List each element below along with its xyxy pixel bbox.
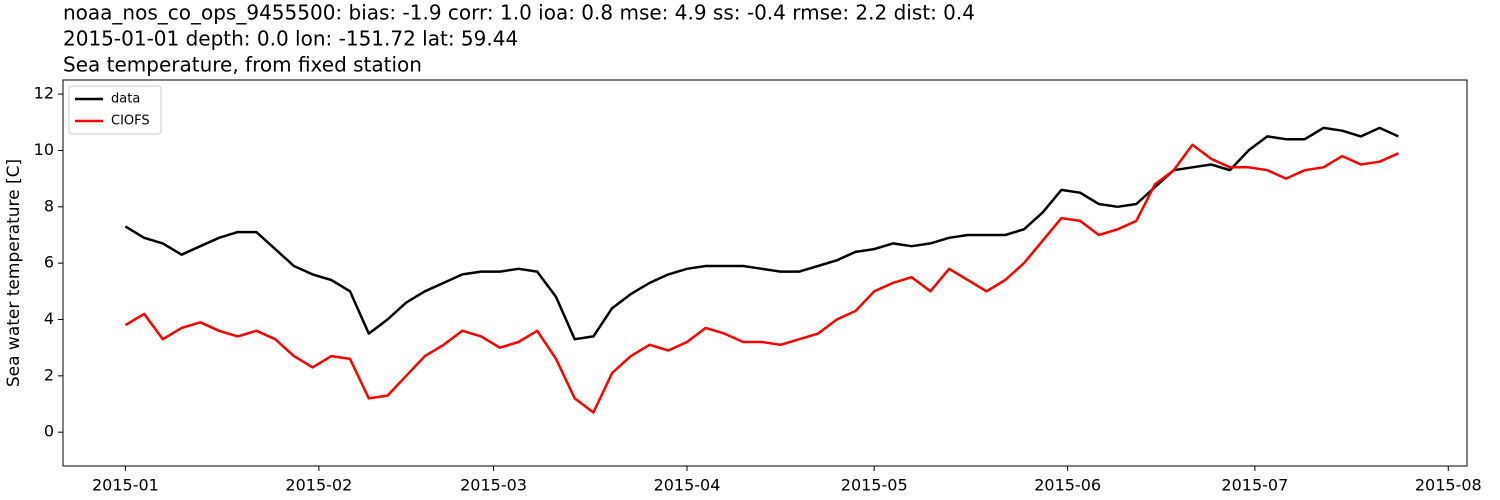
y-tick-label: 4 — [44, 309, 54, 328]
x-tick-label: 2015-06 — [1034, 476, 1101, 495]
x-tick-label: 2015-04 — [654, 476, 721, 495]
plot-frame — [62, 79, 1468, 467]
legend-label: CIOFS — [111, 114, 150, 129]
x-tick-label: 2015-08 — [1415, 476, 1482, 495]
data-line — [124, 143, 1399, 414]
chart-subtitle: 2015-01-01 depth: 0.0 lon: -151.72 lat: … — [63, 27, 518, 51]
data-line — [124, 126, 1399, 341]
y-axis-label: Sea water temperature [C] — [4, 159, 24, 387]
x-tick-label: 2015-05 — [841, 476, 908, 495]
legend-label: data — [111, 92, 140, 107]
y-tick-label: 2 — [44, 365, 54, 384]
y-tick-label: 10 — [34, 140, 54, 159]
y-tick-label: 0 — [44, 422, 54, 441]
x-tick-label: 2015-01 — [92, 476, 159, 495]
chart-subtitle: Sea temperature, from fixed station — [63, 53, 422, 77]
x-tick-label: 2015-07 — [1221, 476, 1288, 495]
y-tick-label: 6 — [44, 253, 54, 272]
y-tick-label: 12 — [34, 84, 54, 103]
x-tick-label: 2015-03 — [460, 476, 527, 495]
chart-title: noaa_nos_co_ops_9455500: bias: -1.9 corr… — [63, 1, 975, 25]
x-tick-label: 2015-02 — [285, 476, 352, 495]
y-tick-label: 8 — [44, 196, 54, 215]
